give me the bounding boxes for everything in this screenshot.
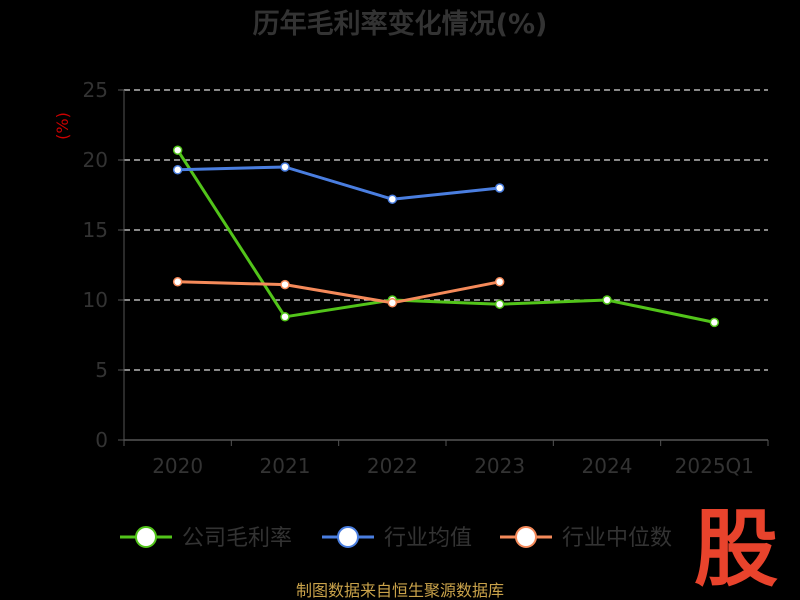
- y-tick-label: 15: [83, 218, 108, 242]
- data-point: [172, 145, 183, 155]
- legend: 公司毛利率 行业均值 行业中位数: [120, 526, 672, 551]
- x-tick-label: 2020: [152, 454, 203, 478]
- x-tick-label: 2024: [582, 454, 633, 478]
- y-tick-labels: 0 5 10 15 20 25: [83, 78, 108, 452]
- x-tick-label: 2021: [260, 454, 311, 478]
- x-tick-label: 2025Q1: [675, 454, 754, 478]
- data-point: [280, 279, 290, 290]
- data-point: [280, 162, 290, 172]
- series-行业中位数: [172, 277, 505, 308]
- series-line: [177, 165, 500, 201]
- legend-label: 行业中位数: [562, 526, 672, 551]
- series-line: [176, 149, 715, 324]
- data-point: [280, 312, 290, 322]
- source-note: 制图数据来自恒生聚源数据库: [296, 581, 504, 600]
- data-point: [494, 299, 505, 309]
- legend-label: 行业均值: [384, 526, 472, 551]
- x-tick-label: 2022: [367, 454, 418, 478]
- data-point: [387, 298, 398, 308]
- data-point: [387, 194, 398, 204]
- legend-swatch-marker: [515, 526, 537, 548]
- y-tick-label: 10: [83, 288, 108, 312]
- y-axis-unit: (%): [53, 112, 72, 140]
- x-tick-labels: 2020 2021 2022 2023 2024 2025Q1: [152, 454, 754, 478]
- legend-swatch-marker: [135, 526, 157, 548]
- series-行业均值: [172, 162, 505, 204]
- legend-item: 行业中位数: [500, 526, 672, 551]
- data-point: [494, 277, 505, 287]
- y-tick-label: 25: [83, 78, 108, 102]
- y-tick-label: 5: [95, 358, 108, 382]
- data-point: [709, 317, 720, 328]
- legend-label: 公司毛利率: [182, 526, 292, 551]
- data-point: [172, 277, 183, 287]
- data-point: [172, 165, 183, 175]
- data-point: [494, 183, 505, 193]
- y-tick-label: 0: [95, 428, 108, 452]
- data-point: [602, 295, 612, 305]
- grid-lines: [124, 89, 768, 371]
- series-line: [177, 280, 500, 305]
- brand-logo: 股: [694, 500, 778, 598]
- axes: [118, 89, 769, 446]
- legend-swatch-marker: [337, 526, 359, 548]
- x-tick-label: 2023: [474, 454, 525, 478]
- series-公司毛利率: [172, 145, 720, 328]
- y-tick-label: 20: [83, 148, 108, 172]
- chart-title: 历年毛利率变化情况(%): [253, 8, 548, 40]
- series-lines: [172, 145, 720, 328]
- legend-item: 公司毛利率: [120, 526, 292, 551]
- legend-item: 行业均值: [322, 526, 472, 551]
